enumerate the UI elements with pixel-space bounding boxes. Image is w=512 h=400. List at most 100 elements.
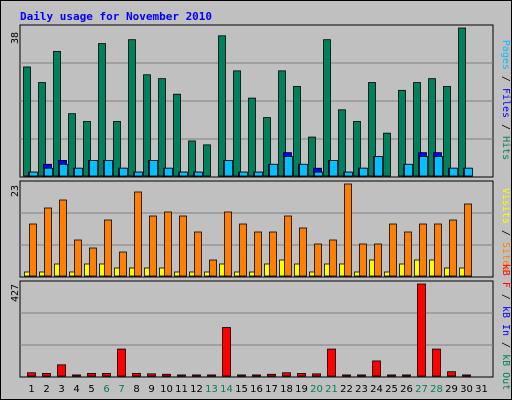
bar-hits [23, 66, 31, 177]
bar-kbf [417, 283, 426, 377]
x-tick-label: 3 [58, 384, 64, 395]
x-tick-label: 24 [370, 384, 383, 395]
bars-visits-sites [20, 183, 493, 277]
bars-hits-files-pages [20, 27, 493, 177]
bar-hits [458, 27, 466, 177]
chart-title: Daily usage for November 2010 [20, 10, 212, 23]
bar-hits [143, 74, 151, 177]
bar-pages [59, 163, 68, 177]
bar-kbf [387, 374, 396, 377]
bar-sites [464, 203, 472, 277]
legend-pages: Pages [500, 40, 511, 70]
x-tick-label: 12 [190, 384, 203, 395]
bar-kbf [312, 373, 321, 377]
bar-pages [194, 171, 203, 177]
bar-hits [338, 109, 346, 177]
x-tick-label: 13 [205, 384, 218, 395]
legend-sites: Sites [500, 242, 511, 272]
bar-pages [344, 171, 353, 177]
bar-pages [44, 167, 53, 177]
bar-hits [83, 121, 91, 177]
bar-kbf [177, 374, 186, 377]
x-tick-label: 10 [160, 384, 173, 395]
x-tick-label: 5 [88, 384, 94, 395]
bar-hits [368, 82, 376, 177]
bar-pages [224, 160, 233, 177]
bar-hits [128, 39, 136, 177]
bar-hits [173, 93, 181, 177]
x-tick-label: 1 [28, 384, 34, 395]
x-tick-label: 11 [175, 384, 188, 395]
x-tick-label: 30 [460, 384, 473, 395]
x-tick-label: 8 [133, 384, 139, 395]
x-tick-label: 17 [265, 384, 278, 395]
x-axis-labels: 1 2 3 4 5 6 7 8 9 10 11 12 13 14 15 16 17 18 19 20 21 22 23 24 2… [28, 384, 488, 395]
x-tick-label: 16 [250, 384, 263, 395]
x-tick-label: 28 [430, 384, 443, 395]
bar-kbf [297, 373, 306, 377]
bar-sites [194, 231, 202, 277]
bar-kbf [402, 374, 411, 377]
bar-kbf [72, 374, 81, 377]
bar-kbf [27, 372, 36, 377]
bar-pages [284, 156, 293, 177]
legend-kbin: kB In [500, 306, 511, 336]
bar-hits [293, 86, 301, 177]
x-tick-label: 18 [280, 384, 293, 395]
bar-kbf [42, 373, 51, 377]
bar-hits [443, 86, 451, 177]
bar-pages [329, 160, 338, 177]
x-tick-label: 6 [103, 384, 109, 395]
bar-kbf [252, 374, 261, 377]
bar-pages [314, 171, 323, 177]
bar-pages [134, 171, 143, 177]
bar-hits [398, 89, 406, 177]
x-tick-label: 14 [220, 384, 233, 395]
x-tick-label: 9 [148, 384, 154, 395]
y-max-label-bottom: 427 [10, 284, 21, 302]
legend-middle: Visits / Sites [500, 188, 511, 272]
bar-sites [119, 251, 127, 277]
x-tick-label: 21 [325, 384, 338, 395]
bar-sites [404, 231, 412, 277]
bar-sites [344, 183, 352, 277]
bar-pages [119, 167, 128, 177]
bar-sites [59, 199, 67, 277]
bar-sites [74, 239, 82, 277]
bar-pages [464, 167, 473, 177]
bar-pages [74, 167, 83, 177]
bar-pages [269, 163, 278, 177]
bar-hits [113, 121, 121, 177]
bar-kbf [432, 348, 441, 377]
bar-sites [419, 223, 427, 277]
legend-kbout: kB Out [500, 354, 511, 390]
x-tick-label: 20 [310, 384, 323, 395]
bar-hits [323, 39, 331, 177]
bar-kbf [237, 374, 246, 377]
x-tick-label: 4 [73, 384, 79, 395]
bar-hits [248, 97, 256, 177]
legend-bottom: kB F / kB In / kB Out [500, 264, 511, 390]
bar-sites [269, 231, 277, 277]
bar-sites [374, 243, 382, 277]
bar-sites [29, 223, 37, 277]
legend-sep: / [500, 70, 511, 88]
bar-kbf [162, 373, 171, 377]
x-tick-label: 31 [475, 384, 488, 395]
bar-pages [104, 160, 113, 177]
bar-pages [29, 171, 38, 177]
bar-kbf [342, 374, 351, 377]
panel-kb [19, 280, 494, 378]
y-max-label-middle: 23 [10, 185, 21, 197]
bar-hits [263, 117, 271, 177]
legend-sep: / [500, 224, 511, 242]
bar-hits [233, 70, 241, 177]
bar-hits [428, 78, 436, 177]
bar-sites [449, 219, 457, 277]
x-tick-label: 19 [295, 384, 308, 395]
legend-top: Pages / Files / Hits [500, 40, 511, 160]
x-tick-label: 22 [340, 384, 353, 395]
bar-sites [89, 247, 97, 277]
x-tick-label: 25 [385, 384, 398, 395]
